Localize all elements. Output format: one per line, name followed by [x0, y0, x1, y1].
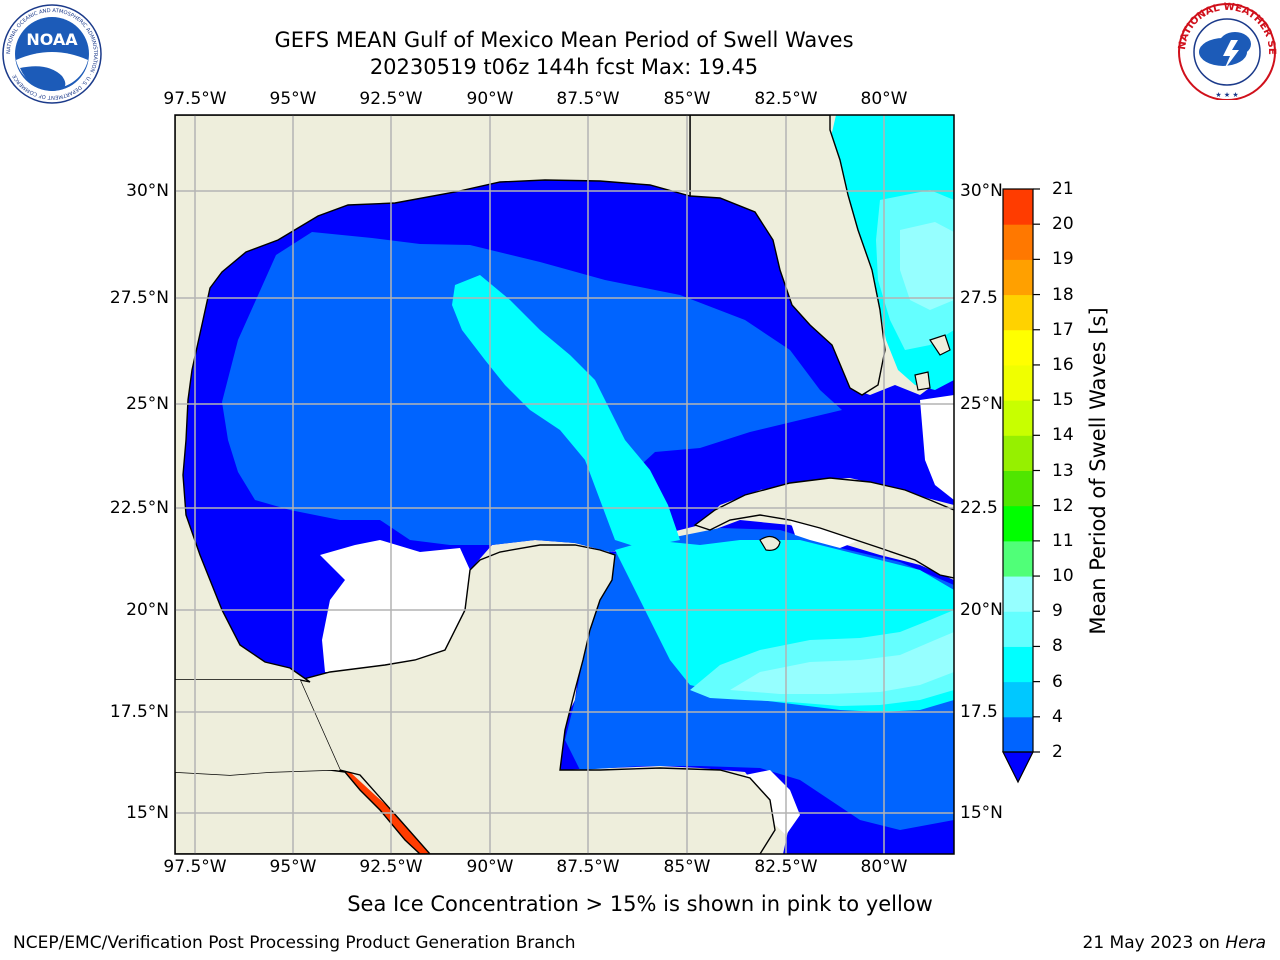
bahamas-islands — [914, 334, 951, 391]
colorbar-tick-label: 11 — [1052, 530, 1074, 551]
swell-band-9-10-atlantic — [900, 222, 954, 310]
lat-label-right: 20°N — [960, 600, 1003, 620]
colorbar-cell — [1003, 400, 1033, 436]
lat-label-right: 17.5 — [960, 702, 998, 722]
sea-ice-note: Sea Ice Concentration > 15% is shown in … — [347, 892, 933, 916]
credit-host: Hera — [1225, 933, 1266, 953]
map-title: GEFS MEAN Gulf of Mexico Mean Period of … — [274, 28, 854, 52]
colorbar-cell — [1003, 470, 1033, 507]
colorbar-tick-label: 4 — [1052, 706, 1063, 727]
lat-label-left: 17.5°N — [109, 702, 169, 722]
lat-label-right: 15°N — [960, 803, 1003, 823]
lat-label-right: 27.5 — [960, 288, 998, 308]
colorbar-tick-label: 2 — [1052, 742, 1063, 762]
colorbar-cell — [1003, 189, 1033, 225]
colorbar-cell — [1003, 435, 1033, 471]
map-subtitle: 20230519 t06z 144h fcst Max: 19.45 — [369, 55, 759, 79]
colorbar-tick-label: 10 — [1052, 566, 1074, 587]
colorbar-cell — [1003, 259, 1033, 296]
mexico-west-land — [175, 680, 340, 775]
map-frame — [174, 114, 955, 855]
colorbar-cell — [1003, 611, 1033, 647]
colorbar-cell — [1003, 540, 1033, 577]
colorbar-tick-label: 20 — [1052, 214, 1074, 235]
lat-label-right: 22.5 — [960, 498, 998, 518]
lon-label-top: 87.5°W — [556, 89, 620, 109]
colorbar-tick-label: 6 — [1052, 671, 1063, 692]
lon-label-bottom: 80°W — [860, 857, 908, 877]
us-gulf-coastline — [175, 115, 691, 683]
lon-label-top: 85°W — [663, 89, 711, 109]
colorbar-cell — [1003, 681, 1033, 718]
lon-label-bottom: 85°W — [663, 857, 711, 877]
yucatan-coastline — [175, 544, 776, 854]
colorbar-tick-label: 9 — [1052, 601, 1063, 622]
colorbar-cell — [1003, 505, 1033, 542]
colorbar-tick-label: 15 — [1052, 390, 1074, 411]
colorbar-tick-label: 17 — [1052, 319, 1074, 340]
lat-label-right: 30°N — [960, 181, 1003, 201]
lat-label-left: 25°N — [126, 394, 169, 414]
colorbar-tick-label: 16 — [1052, 354, 1074, 375]
lat-label-left: 30°N — [126, 181, 169, 201]
colorbar-cell — [1003, 224, 1033, 260]
lon-label-bottom: 87.5°W — [556, 857, 620, 877]
lon-label-top: 90°W — [466, 89, 514, 109]
colorbar-cell — [1003, 364, 1033, 401]
lon-label-top: 95°W — [269, 89, 317, 109]
lon-label-bottom: 97.5°W — [163, 857, 227, 877]
colorbar — [1002, 188, 1040, 784]
graticule — [175, 115, 954, 854]
colorbar-tick-label: 19 — [1052, 249, 1074, 270]
no-data-east-gulf — [920, 395, 954, 500]
credit-left: NCEP/EMC/Verification Post Processing Pr… — [13, 933, 576, 953]
colorbar-cell — [1003, 294, 1033, 331]
lon-label-top: 92.5°W — [359, 89, 423, 109]
colorbar-tick-label: 12 — [1052, 495, 1074, 516]
colorbar-tick-label: 21 — [1052, 179, 1074, 199]
credit-date: 21 May 2023 on — [1082, 933, 1226, 953]
isla-de-la-juventud — [759, 535, 781, 551]
colorbar-label: Mean Period of Swell Waves [s] — [1086, 307, 1110, 635]
lon-label-top: 82.5°W — [754, 89, 818, 109]
credit-right: 21 May 2023 on Hera — [1083, 932, 1267, 954]
colorbar-tick-label: 14 — [1052, 425, 1074, 446]
colorbar-cell — [1003, 716, 1033, 753]
colorbar-tick-label: 8 — [1052, 636, 1063, 657]
lon-label-bottom: 95°W — [269, 857, 317, 877]
no-data-cuba-south — [790, 520, 860, 548]
lon-label-bottom: 92.5°W — [359, 857, 423, 877]
colorbar-cell — [1003, 576, 1033, 612]
cuba-landmass — [693, 477, 954, 579]
noaa-logo: NOAA NATIONAL OCEANIC AND ATMOSPHERIC AD… — [2, 4, 102, 104]
svg-text:★ ★ ★: ★ ★ ★ — [1215, 91, 1238, 99]
colorbar-tick-label: 18 — [1052, 284, 1074, 305]
colorbar-cell — [1003, 646, 1033, 683]
swell-band-6-8-gulf — [452, 275, 680, 548]
lon-label-top: 97.5°W — [163, 89, 227, 109]
florida-peninsula — [689, 115, 886, 396]
lon-label-bottom: 82.5°W — [754, 857, 818, 877]
lat-label-left: 15°N — [126, 803, 169, 823]
colorbar-extend-triangle — [1002, 751, 1034, 784]
lat-label-left: 27.5°N — [109, 288, 169, 308]
noaa-logo-text: NOAA — [26, 30, 78, 49]
lat-label-left: 22.5°N — [109, 498, 169, 518]
lon-label-top: 80°W — [860, 89, 908, 109]
lat-label-right: 25°N — [960, 394, 1003, 414]
lat-label-left: 20°N — [126, 600, 169, 620]
colorbar-tick-label: 13 — [1052, 460, 1074, 481]
lon-label-bottom: 90°W — [466, 857, 514, 877]
colorbar-cell — [1003, 329, 1033, 366]
nws-logo: NATIONAL WEATHER SERVICE ★ ★ ★ — [1175, 0, 1277, 100]
no-data-campeche — [320, 540, 470, 672]
